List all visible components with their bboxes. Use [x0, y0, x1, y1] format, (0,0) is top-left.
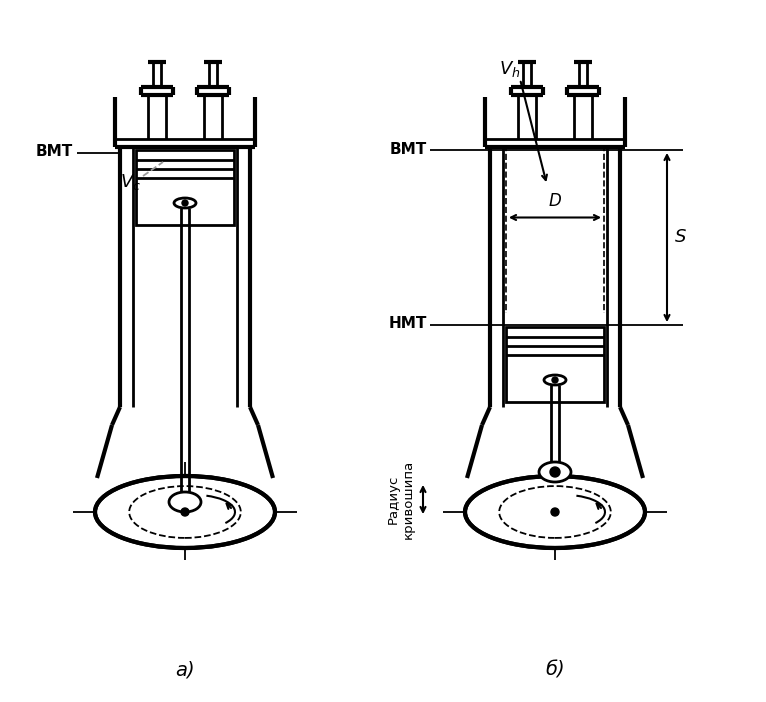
Text: а): а) — [175, 661, 195, 680]
Ellipse shape — [550, 467, 560, 477]
Text: ВМТ: ВМТ — [390, 142, 427, 157]
Text: Радиус
кривошипа: Радиус кривошипа — [387, 460, 415, 539]
Ellipse shape — [182, 200, 188, 206]
Ellipse shape — [539, 462, 571, 482]
Text: $V_h$: $V_h$ — [499, 59, 521, 79]
Ellipse shape — [465, 476, 645, 548]
Ellipse shape — [181, 508, 189, 516]
Ellipse shape — [174, 198, 196, 208]
Text: НМТ: НМТ — [388, 317, 427, 331]
Ellipse shape — [169, 492, 201, 512]
Ellipse shape — [544, 375, 566, 385]
Text: б): б) — [545, 661, 565, 680]
Ellipse shape — [551, 508, 559, 516]
Ellipse shape — [95, 476, 275, 548]
Text: $V_c$: $V_c$ — [120, 172, 142, 192]
Ellipse shape — [552, 377, 558, 383]
Bar — [506, 327, 604, 402]
Text: ВМТ: ВМТ — [36, 145, 73, 159]
Text: S: S — [675, 228, 686, 246]
Bar — [136, 150, 234, 225]
Text: D: D — [548, 192, 561, 211]
